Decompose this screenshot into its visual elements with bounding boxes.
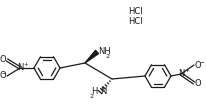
Text: −: − [1, 70, 6, 75]
Text: N: N [100, 87, 106, 97]
Text: 2: 2 [90, 94, 94, 99]
Text: H: H [92, 87, 98, 97]
Text: −: − [199, 59, 204, 64]
Text: O: O [195, 60, 202, 70]
Text: +: + [23, 62, 28, 67]
Text: O: O [0, 56, 6, 64]
Text: 2: 2 [106, 54, 110, 59]
Text: NH: NH [98, 48, 111, 56]
Text: O: O [0, 71, 6, 80]
Text: O: O [195, 79, 202, 87]
Text: +: + [184, 68, 189, 73]
Text: HCl: HCl [128, 17, 142, 25]
Polygon shape [85, 50, 98, 63]
Text: N: N [178, 70, 184, 79]
Text: N: N [17, 64, 23, 72]
Text: HCl: HCl [128, 6, 142, 16]
